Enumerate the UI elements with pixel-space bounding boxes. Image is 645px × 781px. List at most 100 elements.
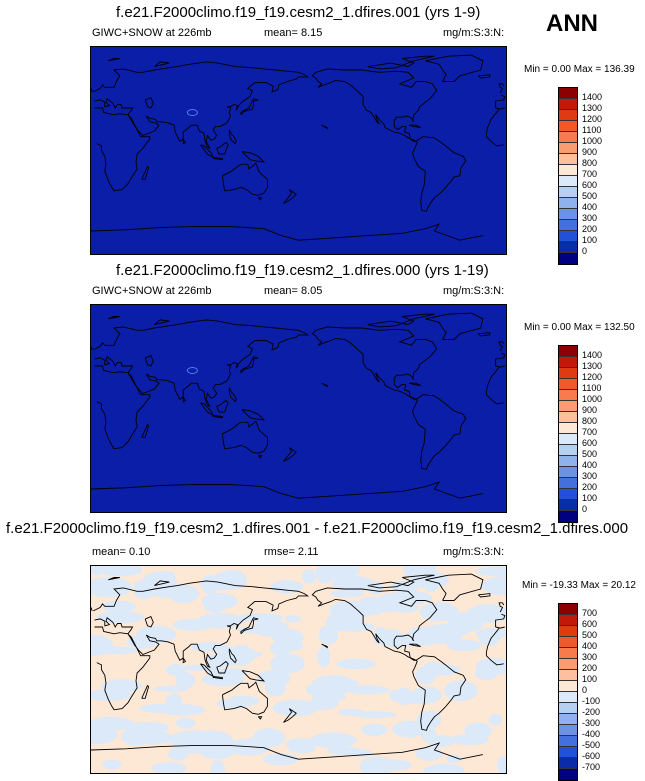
panel-2-title: f.e21.F2000climo.f19_f19.cesm2_1.dfires.… <box>116 262 489 279</box>
colorbar-box <box>559 368 577 379</box>
colorbar-label: 1100 <box>582 125 602 135</box>
panel-2-units-label: mg/m:S:3:N: <box>443 285 505 297</box>
difference-contour <box>272 699 319 717</box>
colorbar-label: -200 <box>582 707 601 717</box>
colorbar-box <box>559 132 577 143</box>
colorbar-box <box>559 500 577 511</box>
panel-2-colorbar <box>558 345 578 523</box>
season-label: ANN <box>546 10 598 37</box>
panel-1-variable-label: GIWC+SNOW at 226mb <box>92 27 212 39</box>
difference-contour <box>203 598 228 613</box>
colorbar-label: 300 <box>582 213 598 223</box>
colorbar-box <box>559 489 577 500</box>
colorbar-box <box>559 110 577 121</box>
colorbar-box <box>559 143 577 154</box>
difference-contour <box>101 679 142 693</box>
colorbar-label: 0 <box>582 246 588 256</box>
colorbar-box <box>559 478 577 489</box>
colorbar-box <box>559 604 577 615</box>
colorbar-box <box>559 165 577 176</box>
colorbar-label: 1200 <box>582 372 603 382</box>
colorbar-label: 500 <box>582 630 598 640</box>
difference-contour <box>332 566 355 585</box>
colorbar-label: 600 <box>582 438 598 448</box>
colorbar-box <box>559 445 577 456</box>
colorbar-box <box>559 357 577 368</box>
difference-contour <box>215 650 263 659</box>
colorbar-label: 1400 <box>582 350 603 360</box>
colorbar-box <box>559 659 577 670</box>
colorbar-box <box>559 725 577 736</box>
colorbar-box <box>559 769 577 780</box>
difference-contour <box>102 759 122 770</box>
colorbar-box <box>559 714 577 725</box>
difference-contour <box>91 576 132 598</box>
difference-contour <box>425 579 438 593</box>
difference-contour <box>272 629 304 647</box>
colorbar-label: 600 <box>582 619 598 629</box>
difference-contour <box>201 673 245 687</box>
colorbar-label: 100 <box>582 493 598 503</box>
colorbar-label: 700 <box>582 608 598 618</box>
colorbar-label: 1300 <box>582 103 603 113</box>
colorbar-box <box>559 88 577 99</box>
difference-contour <box>151 762 187 773</box>
difference-contour <box>102 600 137 613</box>
colorbar-box <box>559 198 577 209</box>
panel-2-variable-label: GIWC+SNOW at 226mb <box>92 285 212 297</box>
difference-contour <box>166 663 187 676</box>
difference-contour <box>91 635 114 656</box>
colorbar-label: 1300 <box>582 361 603 371</box>
colorbar-label: 400 <box>582 202 598 212</box>
difference-contour <box>496 756 506 773</box>
colorbar-box <box>559 253 577 264</box>
difference-contour <box>420 726 437 742</box>
difference-contour <box>270 580 304 594</box>
difference-contour <box>132 729 172 745</box>
difference-contour <box>191 642 229 652</box>
colorbar-box <box>559 736 577 747</box>
difference-contour <box>213 572 230 589</box>
difference-contour <box>306 681 348 698</box>
colorbar-label: 300 <box>582 471 598 481</box>
difference-contour <box>270 653 305 674</box>
colorbar-box <box>559 220 577 231</box>
difference-contour <box>326 746 362 755</box>
colorbar-box <box>559 346 577 357</box>
colorbar-box <box>559 467 577 478</box>
colorbar-label: -100 <box>582 696 601 706</box>
colorbar-box <box>559 121 577 132</box>
difference-contour <box>325 611 363 632</box>
panel-2-minmax: Min = 0.00 Max = 132.50 <box>524 322 635 333</box>
difference-contour <box>419 602 458 622</box>
colorbar-box <box>559 637 577 648</box>
colorbar-box <box>559 692 577 703</box>
panel-3-rmse-label: rmse= 2.11 <box>264 546 319 558</box>
difference-contour <box>423 763 465 773</box>
colorbar-box <box>559 648 577 659</box>
difference-contour <box>310 732 357 749</box>
difference-contour <box>98 566 143 577</box>
difference-contour <box>175 672 195 689</box>
colorbar-label: -400 <box>582 729 601 739</box>
colorbar-label: 1400 <box>582 92 603 102</box>
colorbar-label: 900 <box>582 147 598 157</box>
difference-contour <box>236 626 285 634</box>
difference-contour <box>285 738 319 749</box>
difference-contour <box>318 625 339 645</box>
colorbar-box <box>559 758 577 769</box>
colorbar-label: 400 <box>582 460 598 470</box>
difference-contour <box>216 698 251 709</box>
colorbar-label: 1000 <box>582 136 603 146</box>
colorbar-box <box>559 187 577 198</box>
difference-contour <box>446 754 462 764</box>
panel-3-map <box>90 565 507 774</box>
difference-contour <box>96 611 144 624</box>
difference-contour <box>475 657 506 675</box>
colorbar-box <box>559 176 577 187</box>
difference-contour <box>444 680 478 702</box>
difference-contour <box>416 710 442 730</box>
difference-contour <box>172 619 213 631</box>
colorbar-box <box>559 703 577 714</box>
map-background <box>91 47 506 254</box>
